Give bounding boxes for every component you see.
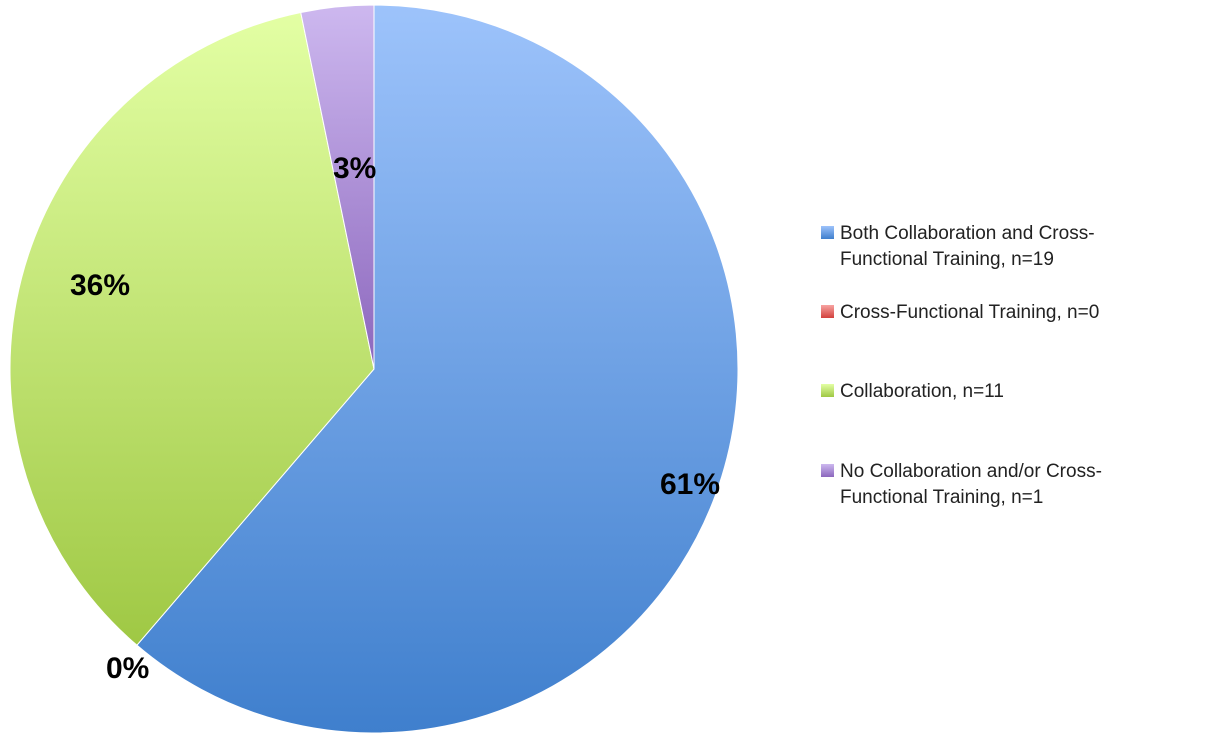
pie-slice-1 [136,4,739,734]
legend-item-1: Both Collaboration and Cross- Functional … [821,223,1095,270]
legend-label-3-line-1: Collaboration, n=11 [840,381,1004,402]
legend-swatch-3 [821,384,834,397]
legend-label-1-line-1: Both Collaboration and Cross- [840,223,1095,244]
slice-percent-label-4: 3% [333,152,376,185]
legend-item-2: Cross-Functional Training, n=0 [821,302,1099,323]
slice-percent-label-2: 0% [106,652,149,685]
pie-slice-4 [300,4,375,370]
legend: Both Collaboration and Cross- Functional … [821,223,1102,508]
legend-item-3: Collaboration, n=11 [821,381,1004,402]
legend-swatch-1 [821,226,834,239]
legend-label-2-line-1: Cross-Functional Training, n=0 [840,302,1099,323]
pie-slice-3 [9,11,375,646]
legend-label-4-line-2: Functional Training, n=1 [840,487,1043,508]
pie-slices [9,4,739,734]
legend-swatch-2 [821,305,834,318]
legend-item-4: No Collaboration and/or Cross- Functional… [821,461,1102,508]
slice-percent-label-3: 36% [70,269,130,302]
legend-label-4-line-1: No Collaboration and/or Cross- [840,461,1102,482]
legend-swatch-4 [821,464,834,477]
pie-percent-labels: 61% 0% 36% 3% [70,152,720,685]
slice-percent-label-1: 61% [660,468,720,501]
legend-label-1-line-2: Functional Training, n=19 [840,249,1054,270]
